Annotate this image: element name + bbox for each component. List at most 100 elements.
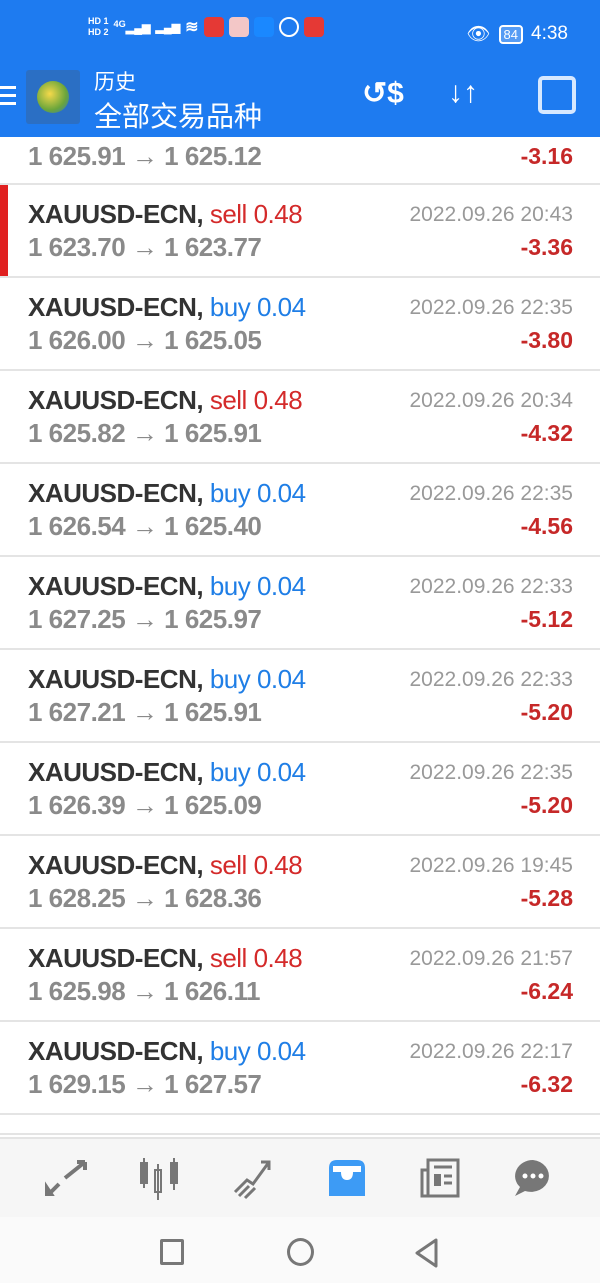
app-header: 历史 全部交易品种 ↺$ ↓↑ — [0, 62, 600, 137]
symbol: XAUUSD-ECN, — [28, 292, 204, 322]
profit: -5.28 — [520, 885, 573, 911]
price-range: 1 628.25 → 1 628.36 — [28, 883, 262, 913]
sim1-label: HD 1 — [88, 16, 109, 26]
signal-icon: ▂▄▆ — [155, 21, 181, 34]
price-range: 1 626.00 → 1 625.05 — [28, 325, 262, 355]
list-item[interactable]: XAUUSD-ECN, buy 0.04 2022.09.26 22:35 1 62… — [0, 464, 600, 557]
list-item[interactable]: XAUUSD-ECN, buy 0.04 2022.09.26 22:35 1 62… — [0, 278, 600, 371]
list-item[interactable]: XAUUSD-ECN, sell 0.48 2022.09.26 20:43 1 6… — [0, 185, 600, 278]
list-item[interactable]: XAUUSD-ECN, sell 0.48 2022.09.26 21:57 1 6… — [0, 929, 600, 1022]
trade-time: 2022.09.26 22:17 — [409, 1040, 574, 1063]
home-button[interactable] — [287, 1238, 314, 1266]
header-subtitle: 历史 — [94, 71, 136, 94]
profit: -4.32 — [520, 420, 573, 446]
nav-trade-icon[interactable] — [229, 1154, 277, 1202]
nav-news-icon[interactable] — [416, 1154, 464, 1202]
price-range: 1 626.39 → 1 625.09 — [28, 790, 262, 820]
mt4-logo — [26, 70, 80, 124]
signal-icon: 4G▂▄▆ — [113, 19, 151, 35]
trade-side: buy — [209, 571, 251, 601]
wifi-icon: ≋ — [185, 19, 199, 36]
price-range: 1 625.91 → 1 625.12 — [28, 141, 262, 171]
profit: -4.56 — [520, 513, 573, 539]
trade-time: 2022.09.26 20:34 — [409, 389, 574, 412]
trade-time: 2022.09.26 22:35 — [409, 761, 574, 784]
price-range: 1 626.54 → 1 625.40 — [28, 511, 262, 541]
trade-title: XAUUSD-ECN, buy 0.04 — [28, 478, 306, 509]
symbol: XAUUSD-ECN, — [28, 664, 204, 694]
list-item[interactable]: XAUUSD-ECN, sell 0.48 2022.09.26 19:45 1 6… — [0, 836, 600, 929]
symbol: XAUUSD-ECN, — [28, 943, 204, 973]
weather-icon — [253, 17, 274, 37]
list-item[interactable]: XAUUSD-ECN, buy 0.04 2022.09.26 22:35 1 62… — [0, 743, 600, 836]
back-button[interactable] — [414, 1237, 440, 1269]
trade-side: sell — [209, 850, 248, 880]
profit: -5.20 — [520, 699, 573, 725]
trade-time: 2022.09.26 22:35 — [409, 296, 574, 319]
hand-icon — [278, 17, 299, 37]
trade-volume: 0.48 — [253, 943, 303, 973]
history-list: 1 625.91 → 1 625.12 -3.16 XAUUSD-ECN, se… — [0, 137, 600, 1135]
calendar-icon[interactable] — [538, 76, 576, 114]
list-item[interactable]: XAUUSD-ECN, sell 0.48 2022.09.26 20:34 1 6… — [0, 371, 600, 464]
trade-volume: 0.48 — [253, 385, 303, 415]
nav-chat-icon[interactable] — [509, 1154, 557, 1202]
trade-volume: 0.48 — [253, 850, 303, 880]
trade-volume: 0.04 — [256, 757, 306, 787]
list-item[interactable]: 1 625.91 → 1 625.12 -3.16 — [0, 137, 600, 185]
price-range: 1 625.98 → 1 626.11 — [28, 976, 260, 1006]
trade-side: buy — [209, 664, 251, 694]
trade-time: 2022.09.26 22:33 — [409, 575, 574, 598]
trade-title: XAUUSD-ECN, buy 0.04 — [28, 1036, 306, 1067]
sim2-label: HD 2 — [88, 27, 109, 37]
trade-time: 2022.09.26 20:43 — [409, 203, 574, 226]
trade-title: XAUUSD-ECN, buy 0.04 — [28, 757, 306, 788]
list-item[interactable]: XAUUSD-ECN, buy 0.04 2022.09.26 22:17 1 62… — [0, 1022, 600, 1115]
app-notification-icon — [203, 17, 224, 37]
header-title[interactable]: 全部交易品种 — [94, 101, 263, 132]
trade-title: XAUUSD-ECN, sell 0.48 — [28, 850, 303, 881]
nav-charts-icon[interactable] — [136, 1154, 184, 1202]
selected-marker — [0, 185, 8, 276]
trade-volume: 0.04 — [256, 1036, 306, 1066]
list-item[interactable]: XAUUSD-ECN, buy 0.04 2022.09.26 22:33 1 62… — [0, 557, 600, 650]
trade-title: XAUUSD-ECN, buy 0.04 — [28, 664, 306, 695]
list-item[interactable] — [0, 1115, 600, 1135]
recent-apps-button[interactable] — [160, 1239, 184, 1265]
price-range: 1 627.21 → 1 625.91 — [28, 697, 262, 727]
profit: -5.12 — [520, 606, 573, 632]
trade-side: sell — [209, 199, 248, 229]
trade-title: XAUUSD-ECN, buy 0.04 — [28, 571, 306, 602]
trade-side: buy — [209, 292, 251, 322]
profit: -6.32 — [520, 1071, 573, 1097]
trade-time: 2022.09.26 19:45 — [409, 854, 574, 877]
trade-side: sell — [209, 385, 248, 415]
trade-time: 2022.09.26 21:57 — [409, 947, 574, 970]
trade-side: buy — [209, 478, 251, 508]
profit: -3.16 — [520, 143, 573, 169]
bottom-nav — [0, 1137, 600, 1217]
trade-side: buy — [209, 1036, 251, 1066]
symbol: XAUUSD-ECN, — [28, 478, 204, 508]
status-bar: HD 1 HD 2 4G▂▄▆ ▂▄▆ ≋ 👁 84 4:38 — [0, 0, 600, 62]
nav-quotes-icon[interactable] — [43, 1154, 91, 1202]
list-item[interactable]: XAUUSD-ECN, buy 0.04 2022.09.26 22:33 1 62… — [0, 650, 600, 743]
price-range: 1 623.70 → 1 623.77 — [28, 232, 262, 262]
profit: -3.36 — [520, 234, 573, 260]
nav-history-icon[interactable] — [323, 1154, 371, 1202]
trade-time: 2022.09.26 22:33 — [409, 668, 574, 691]
trade-volume: 0.04 — [256, 292, 306, 322]
symbol: XAUUSD-ECN, — [28, 385, 204, 415]
trade-title: XAUUSD-ECN, sell 0.48 — [28, 943, 303, 974]
profit: -5.20 — [520, 792, 573, 818]
menu-icon[interactable] — [0, 86, 16, 110]
eye-icon: 👁 — [466, 24, 491, 45]
trade-volume: 0.04 — [256, 478, 306, 508]
sort-icon[interactable]: ↓↑ — [448, 76, 478, 109]
exchange-dollar-icon[interactable]: ↺$ — [362, 77, 404, 110]
app-notification-icon — [228, 17, 249, 37]
price-range: 1 629.15 → 1 627.57 — [28, 1069, 262, 1099]
profit: -3.80 — [520, 327, 573, 353]
sim-indicator: HD 1 HD 2 — [88, 16, 109, 38]
trade-time: 2022.09.26 22:35 — [409, 482, 574, 505]
